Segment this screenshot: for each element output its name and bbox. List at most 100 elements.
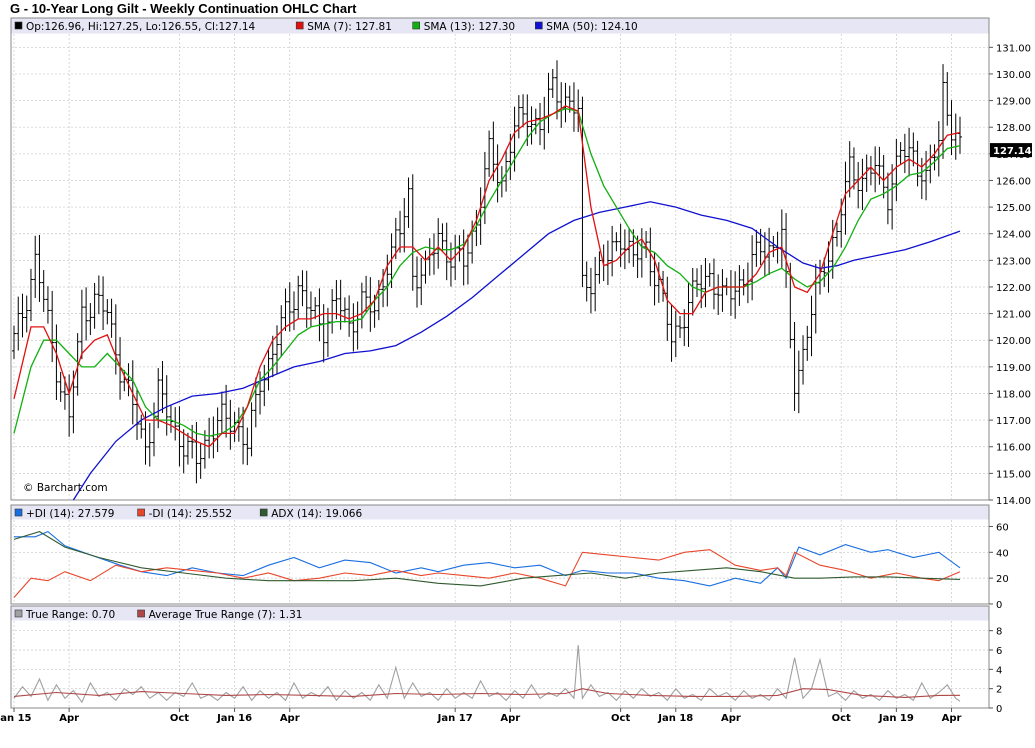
ohlc-bar bbox=[851, 147, 856, 190]
ohlc-bar bbox=[96, 275, 101, 315]
ytick-label-price-5: 119.00 bbox=[996, 363, 1031, 374]
ytick-label-price-14: 128.00 bbox=[996, 123, 1031, 134]
ohlc-bar bbox=[915, 140, 920, 187]
ohlc-bar bbox=[571, 82, 576, 132]
xtick-label-0: Jan 15 bbox=[0, 713, 32, 724]
ytick-label-price-6: 120.00 bbox=[996, 336, 1031, 347]
ohlc-bar bbox=[436, 218, 441, 269]
ohlc-bar bbox=[219, 391, 224, 434]
ohlc-bar bbox=[597, 251, 602, 284]
ohlc-bar bbox=[287, 282, 292, 332]
ohlc-bar bbox=[291, 291, 296, 331]
ohlc-bar bbox=[504, 150, 509, 192]
watermark-text: © Barchart.com bbox=[23, 482, 108, 494]
sma50-line bbox=[72, 201, 961, 501]
ohlc-bar bbox=[678, 315, 683, 339]
legend-swatch-dmi-2 bbox=[259, 508, 268, 517]
true_range-panel-frame bbox=[10, 605, 990, 709]
ohlc-bar bbox=[28, 268, 33, 322]
ohlc-bar bbox=[690, 267, 695, 316]
ohlc-bar bbox=[750, 235, 755, 301]
ohlc-bar bbox=[699, 264, 704, 309]
sma13-line bbox=[13, 107, 961, 437]
ytick-label-price-8: 122.00 bbox=[996, 283, 1031, 294]
ohlc-bar bbox=[694, 268, 699, 298]
ytick-label-price-2: 116.00 bbox=[996, 443, 1031, 454]
legend-text-price-3: SMA (50): 124.10 bbox=[546, 21, 637, 33]
ohlc-bar bbox=[733, 271, 738, 319]
last-price-label: 127.14 bbox=[993, 146, 1032, 157]
ohlc-bar bbox=[550, 68, 555, 98]
ytick-label-price-9: 123.00 bbox=[996, 256, 1031, 267]
ohlc-bar bbox=[258, 371, 263, 415]
ohlc-bar bbox=[419, 257, 424, 306]
ohlc-bar bbox=[50, 290, 55, 363]
true_range-series-1 bbox=[13, 688, 961, 698]
true_range-panel-header bbox=[11, 606, 989, 621]
xtick-label-9: Apr bbox=[721, 713, 741, 724]
legend-text-price-2: SMA (13): 127.30 bbox=[424, 21, 515, 33]
ytick-label-true_range-1: 2 bbox=[996, 685, 1002, 696]
legend-swatch-price-0 bbox=[14, 21, 23, 30]
ohlc-bar bbox=[245, 427, 250, 466]
ohlc-bar bbox=[847, 141, 852, 198]
ohlc-bar bbox=[266, 347, 271, 391]
ytick-label-price-3: 117.00 bbox=[996, 416, 1031, 427]
ohlc-bar bbox=[881, 154, 886, 199]
dmi-series-2 bbox=[13, 531, 961, 587]
ohlc-bar bbox=[79, 289, 84, 360]
ohlc-bar bbox=[682, 309, 687, 347]
ohlc-bar bbox=[313, 297, 318, 320]
ohlc-bar bbox=[834, 222, 839, 247]
ohlc-bar bbox=[431, 233, 436, 275]
ytick-label-dmi-2: 40 bbox=[996, 548, 1009, 559]
ohlc-bar bbox=[644, 230, 649, 259]
ohlc-bar bbox=[325, 307, 330, 357]
ohlc-bar bbox=[588, 267, 593, 314]
ohlc-bar bbox=[635, 235, 640, 279]
legend-text-price-1: SMA (7): 127.81 bbox=[307, 21, 392, 33]
legend-swatch-true_range-0 bbox=[14, 609, 23, 618]
xtick-label-5: Jan 17 bbox=[437, 713, 473, 724]
ytick-label-price-12: 126.00 bbox=[996, 176, 1031, 187]
xtick-label-8: Jan 18 bbox=[657, 713, 693, 724]
ohlc-bar bbox=[919, 157, 924, 200]
ohlc-bar bbox=[101, 276, 106, 331]
ohlc-bar bbox=[737, 265, 742, 306]
ohlc-bar bbox=[533, 108, 538, 135]
ohlc-bar bbox=[465, 234, 470, 285]
ohlc-bar bbox=[20, 293, 25, 338]
ohlc-bar bbox=[580, 96, 585, 288]
ohlc-bar bbox=[521, 94, 526, 128]
ohlc-bar bbox=[614, 232, 619, 252]
ohlc-bar bbox=[754, 229, 759, 267]
ytick-label-price-15: 129.00 bbox=[996, 97, 1031, 108]
xtick-label-6: Apr bbox=[500, 713, 520, 724]
ohlc-bar bbox=[168, 405, 173, 433]
ohlc-bar bbox=[181, 429, 186, 474]
xtick-label-2: Oct bbox=[170, 713, 189, 724]
ohlc-bar bbox=[890, 164, 895, 230]
ohlc-bar bbox=[342, 297, 347, 323]
ohlc-bar bbox=[801, 335, 806, 385]
ohlc-bar bbox=[202, 430, 207, 469]
ohlc-bar bbox=[516, 95, 521, 139]
ohlc-bar bbox=[703, 257, 708, 308]
ohlc-bar bbox=[33, 235, 38, 298]
ohlc-bar bbox=[283, 288, 288, 331]
xtick-label-11: Jan 19 bbox=[878, 713, 914, 724]
ytick-label-dmi-0: 0 bbox=[996, 600, 1002, 611]
ohlc-bar bbox=[139, 414, 144, 439]
ohlc-bar bbox=[198, 443, 203, 479]
ohlc-bar bbox=[894, 138, 899, 202]
ohlc-bar bbox=[898, 142, 903, 165]
ytick-label-price-11: 125.00 bbox=[996, 203, 1031, 214]
ohlc-bar bbox=[160, 361, 165, 414]
ohlc-bar bbox=[126, 363, 131, 397]
ohlc-bar bbox=[118, 337, 123, 400]
xtick-label-10: Oct bbox=[832, 713, 851, 724]
ohlc-bar bbox=[767, 227, 772, 276]
ohlc-bar bbox=[440, 223, 445, 251]
ohlc-bar bbox=[58, 371, 63, 402]
